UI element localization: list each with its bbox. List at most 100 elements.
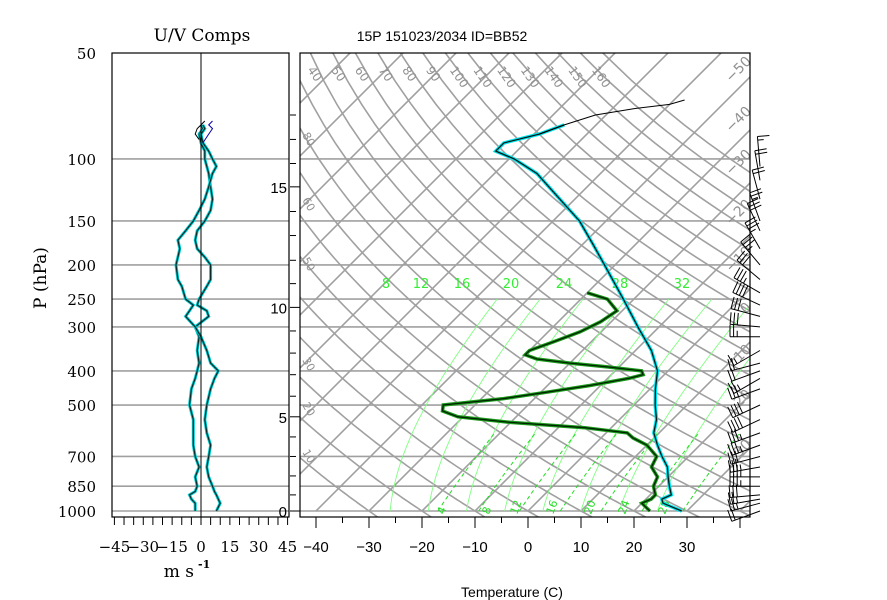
moist-adiabat-label: 24	[556, 277, 573, 292]
dry-adiabat-label: 50	[299, 255, 317, 274]
isotherm	[793, 53, 887, 511]
moist-adiabat	[618, 304, 750, 512]
temperature-tick-label: 30	[679, 539, 696, 556]
pressure-tick-label: 1000	[58, 503, 96, 521]
uv-series-halo	[174, 124, 222, 512]
isotherm	[580, 340, 750, 512]
isotherm	[300, 53, 457, 211]
wind-barb	[729, 474, 760, 487]
pressure-tick-label: 200	[67, 257, 96, 275]
dry-adiabat	[300, 213, 701, 517]
theta-label: 150	[565, 64, 590, 91]
theta-label: 160	[589, 64, 614, 91]
isotherm	[300, 53, 669, 423]
height-tick-label: 10	[270, 300, 287, 317]
wind-barb	[733, 267, 761, 294]
uv-series	[174, 120, 222, 512]
wind-barb	[756, 135, 770, 167]
dry-adiabat	[309, 53, 750, 445]
pressure-tick-label: 150	[67, 213, 96, 231]
skewt-title: 15P 151023/2034 ID=BB52	[357, 28, 528, 44]
uv-series-line	[202, 120, 214, 144]
isotherm	[633, 393, 750, 512]
dry-adiabat	[422, 53, 750, 333]
pressure-tick-label: 300	[67, 319, 96, 337]
moist-adiabat-label: 16	[454, 277, 471, 292]
dry-adiabat	[444, 53, 750, 312]
wind-barb	[730, 296, 761, 317]
isotherm	[300, 53, 351, 105]
uv-x-tick-label: 0	[196, 538, 206, 556]
isotherm	[300, 53, 510, 264]
pressure-tick-label: 50	[77, 45, 96, 63]
upper-profile	[539, 99, 685, 135]
dry-adiabat-label: 80	[299, 130, 317, 149]
uv-x-tick-label: 45	[278, 538, 297, 556]
wind-barb	[728, 484, 761, 498]
dry-adiabat-label: 20	[299, 400, 317, 419]
dry-adiabat-label: 10	[299, 447, 317, 466]
wind-barbs	[727, 135, 770, 522]
moist-adiabat	[466, 298, 584, 512]
uv-x-axis: −45−30−15 0 15 30 45	[99, 538, 298, 556]
temperature-tick-label: −40	[303, 539, 328, 556]
theta-label: 140	[542, 64, 567, 91]
uv-series-line	[194, 120, 206, 140]
skewt-profiles	[440, 99, 685, 513]
theta-label: 110	[470, 64, 495, 91]
dry-adiabat	[300, 126, 750, 492]
pressure-tick-label: 100	[67, 151, 96, 169]
mixing-ratio-label: 8	[480, 505, 495, 516]
uv-x-tick-label: −30	[127, 538, 159, 556]
theta-label: 70	[376, 64, 396, 85]
wind-barb	[729, 324, 760, 338]
dry-adiabat	[354, 53, 750, 399]
wind-barb	[727, 350, 761, 366]
mixing-ratio-label: 16	[544, 498, 561, 516]
dry-adiabat	[332, 53, 750, 421]
moist-adiabat-label: 32	[674, 277, 691, 292]
height-tick-label: 15	[270, 180, 287, 197]
theta-label: 100	[447, 64, 472, 91]
isotherm	[300, 53, 563, 317]
theta-label: 130	[518, 64, 543, 91]
temperature-axis: −40 −30 −20 −10 0 10 20 30	[303, 517, 741, 556]
temperature-tick-label: 0	[524, 539, 532, 556]
mixing-ratio-label: 28	[656, 498, 673, 516]
moist-adiabat-label: 12	[413, 277, 430, 292]
wind-barb	[729, 464, 760, 478]
uv-x-tick-label: −45	[99, 538, 131, 556]
wind-barb	[727, 416, 761, 433]
mixing-ratio-label: 24	[616, 498, 633, 516]
height-tick-label: 0	[279, 504, 287, 521]
wind-barb	[744, 216, 761, 250]
y-axis-label: P (hPa)	[31, 247, 51, 309]
wind-barb	[727, 491, 761, 505]
dry-adiabat	[300, 295, 594, 517]
wind-barb	[727, 450, 761, 465]
dry-adiabat-label: 30	[299, 355, 317, 374]
wind-barb	[727, 401, 761, 419]
temperature-tick-label: −20	[409, 539, 434, 556]
isotherm	[300, 53, 722, 476]
wind-barb	[754, 148, 768, 181]
dry-adiabat	[300, 456, 379, 517]
height-axis: 0 5 10 15	[270, 114, 300, 521]
dewpoint-profile	[441, 292, 659, 512]
theta-label: 90	[423, 64, 443, 85]
skewt-frame	[299, 52, 751, 518]
wind-barb	[736, 250, 761, 280]
dry-adiabat	[300, 78, 750, 468]
moist-adiabat	[542, 298, 670, 512]
isotherm	[739, 499, 750, 512]
height-tick-label: 5	[279, 410, 287, 427]
wind-barb	[727, 429, 761, 444]
moist-adiabat	[427, 298, 541, 512]
dry-adiabat	[300, 416, 433, 517]
moist-adiabat	[580, 298, 713, 512]
wind-barb	[727, 498, 761, 512]
pressure-tick-label: 400	[67, 363, 96, 381]
dry-adiabat	[534, 53, 750, 232]
dry-adiabat	[300, 376, 487, 517]
